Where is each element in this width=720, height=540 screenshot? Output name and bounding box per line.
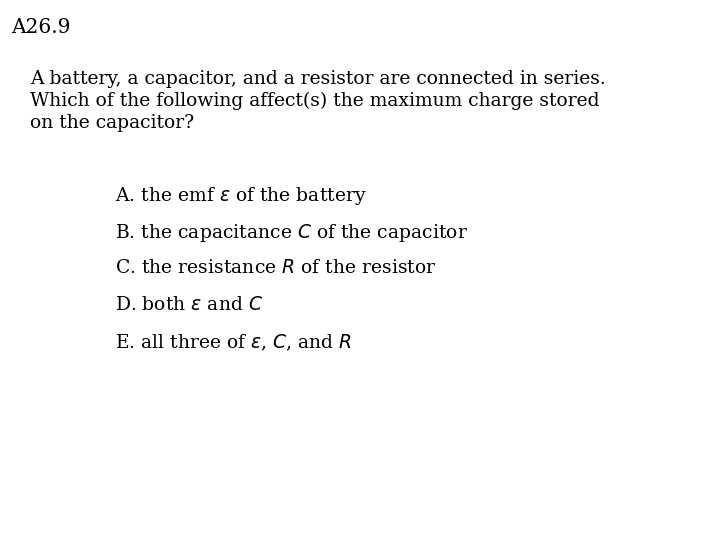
Text: C. the resistance $\mathit{R}$ of the resistor: C. the resistance $\mathit{R}$ of the re… [115, 259, 436, 277]
Text: Which of the following affect(s) the maximum charge stored: Which of the following affect(s) the max… [30, 92, 600, 110]
Text: D. both $\varepsilon$ and $\mathit{C}$: D. both $\varepsilon$ and $\mathit{C}$ [115, 296, 263, 314]
Text: B. the capacitance $\mathit{C}$ of the capacitor: B. the capacitance $\mathit{C}$ of the c… [115, 222, 468, 244]
Text: A26.9: A26.9 [11, 18, 71, 37]
Text: A battery, a capacitor, and a resistor are connected in series.: A battery, a capacitor, and a resistor a… [30, 70, 606, 88]
Text: A. the emf $\varepsilon$ of the battery: A. the emf $\varepsilon$ of the battery [115, 185, 366, 207]
Text: E. all three of $\varepsilon$, $\mathit{C}$, and $\mathit{R}$: E. all three of $\varepsilon$, $\mathit{… [115, 333, 352, 353]
Text: on the capacitor?: on the capacitor? [30, 114, 194, 132]
